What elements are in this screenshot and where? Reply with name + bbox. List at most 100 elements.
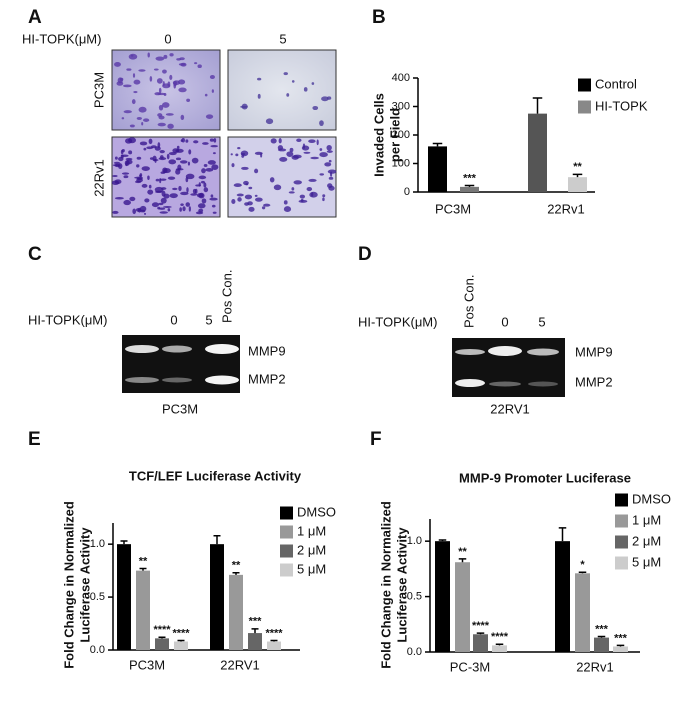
- significance-label: ****: [153, 624, 171, 636]
- cell-stain: [114, 62, 121, 67]
- cell-stain: [211, 204, 216, 208]
- cell-stain: [255, 197, 263, 202]
- cell-stain: [205, 114, 214, 119]
- cell-stain: [155, 190, 163, 194]
- chart-title: TCF/LEF Luciferase Activity: [129, 468, 302, 483]
- legend-label: 5 μM: [632, 554, 661, 569]
- cell-stain: [326, 96, 332, 100]
- cell-stain: [144, 198, 150, 203]
- cell-stain: [169, 53, 174, 57]
- cell-stain: [257, 77, 262, 81]
- y-axis-label: Invaded Cells: [371, 93, 386, 177]
- cell-stain: [167, 123, 174, 129]
- cell-stain: [261, 206, 266, 210]
- cell-stain: [233, 183, 242, 187]
- significance-label: ***: [595, 623, 609, 635]
- cell-stain: [160, 187, 167, 190]
- y-axis-label: Fold Change in Normalized: [378, 501, 393, 669]
- cell-stain: [326, 150, 333, 153]
- cell-stain: [254, 151, 263, 155]
- micrograph: [111, 49, 221, 131]
- lane-label: 5: [205, 312, 212, 327]
- cell-stain: [185, 139, 189, 143]
- bar: [117, 544, 131, 650]
- cell-stain: [133, 79, 141, 85]
- cell-stain: [185, 202, 190, 207]
- cell-stain: [241, 154, 245, 158]
- cell-stain: [236, 193, 244, 197]
- y-tick-label: 0.5: [407, 590, 422, 602]
- gel-band: [455, 349, 485, 355]
- cell-stain: [126, 159, 133, 165]
- cell-stain: [197, 64, 202, 69]
- bar: [575, 573, 590, 652]
- significance-label: ****: [491, 631, 509, 643]
- cell-stain: [319, 152, 328, 158]
- y-tick-label: 0: [404, 186, 410, 198]
- cell-stain: [254, 168, 259, 174]
- gel-band: [455, 379, 485, 387]
- micrographs: [111, 49, 337, 218]
- cell-stain: [231, 163, 235, 168]
- cell-stain: [136, 178, 143, 183]
- cell-stain: [194, 188, 198, 194]
- cell-stain: [136, 164, 140, 168]
- cell-stain: [173, 82, 177, 89]
- treatment-label: HI-TOPK(μM): [22, 31, 101, 46]
- bar: [492, 645, 507, 652]
- cell-stain: [254, 194, 258, 197]
- bar: [460, 186, 479, 192]
- cell-stain: [212, 211, 217, 214]
- cell-stain: [277, 145, 284, 151]
- cell-stain: [319, 148, 323, 151]
- cell-stain: [151, 202, 159, 208]
- cell-stain: [159, 211, 168, 214]
- cell-stain: [309, 191, 318, 198]
- x-tick-label: PC3M: [435, 201, 471, 216]
- cell-stain: [330, 171, 333, 177]
- cell-stain: [197, 203, 206, 209]
- bar: [267, 641, 281, 650]
- cell-stain: [159, 178, 167, 181]
- bar: [528, 113, 547, 192]
- cell-stain: [186, 187, 189, 193]
- gel-band: [488, 346, 522, 356]
- cell-stain: [158, 87, 162, 94]
- micrograph: [227, 49, 337, 131]
- significance-label: **: [139, 555, 148, 567]
- cell-stain: [181, 137, 185, 143]
- cell-stain: [322, 197, 325, 202]
- cell-stain: [147, 175, 150, 180]
- cell-stain: [141, 183, 148, 188]
- bar: [174, 641, 188, 650]
- bar: [455, 562, 470, 652]
- cell-stain: [205, 168, 214, 172]
- panel-letter: D: [358, 244, 372, 265]
- y-tick-label: 400: [392, 72, 410, 84]
- panel-letter: B: [372, 7, 386, 28]
- cell-stain: [131, 99, 136, 105]
- cell-stain: [177, 79, 186, 85]
- error-bar: [270, 639, 278, 642]
- error-bar: [572, 173, 583, 178]
- cell-stain: [157, 92, 166, 96]
- cell-stain: [273, 184, 282, 191]
- cell-stain: [136, 116, 142, 120]
- cell-stain: [193, 140, 199, 144]
- cell-stain: [126, 68, 132, 71]
- cell-stain: [311, 192, 314, 197]
- bar: [229, 574, 243, 650]
- cell-stain: [117, 77, 123, 84]
- cell-stain: [149, 76, 153, 82]
- significance-label: ****: [472, 620, 490, 632]
- error-bar: [558, 527, 567, 542]
- cell-stain: [319, 120, 324, 127]
- y-tick-label: 200: [392, 129, 410, 141]
- dose-label: 5: [279, 31, 286, 46]
- treatment-label: HI-TOPK(μM): [28, 312, 107, 327]
- legend-swatch: [578, 78, 591, 92]
- cell-stain: [328, 176, 334, 180]
- cell-stain: [169, 74, 173, 80]
- lane-label: 5: [538, 314, 545, 329]
- error-bar: [495, 643, 504, 646]
